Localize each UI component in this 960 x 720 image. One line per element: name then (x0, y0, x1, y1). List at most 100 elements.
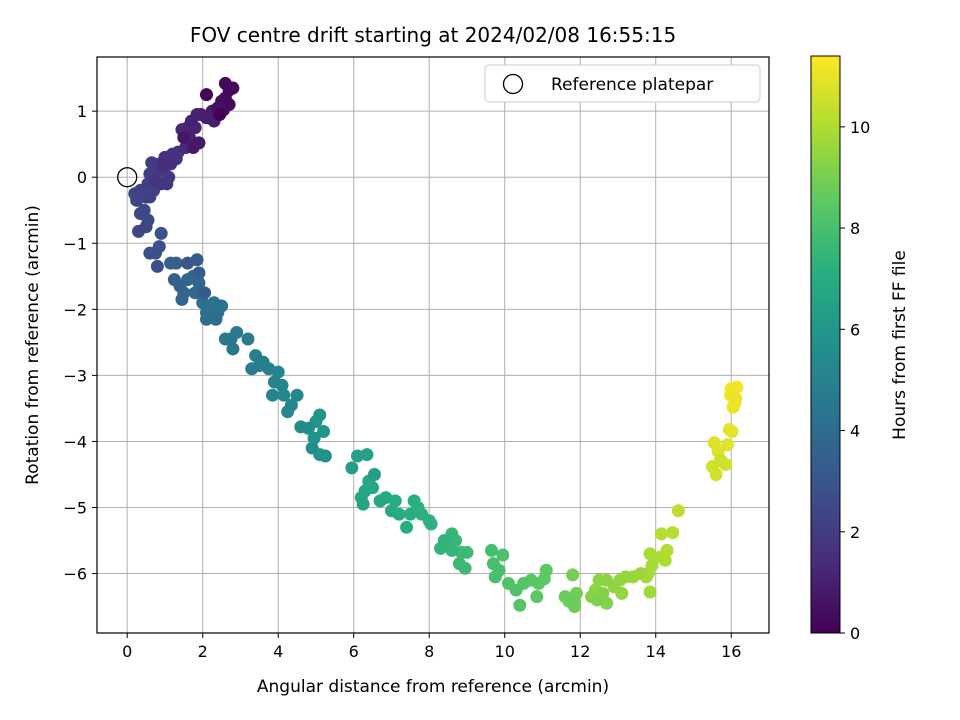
data-point (241, 332, 255, 346)
data-point (486, 557, 500, 571)
x-tick-label: 14 (646, 642, 666, 661)
data-point (666, 526, 680, 540)
data-point (350, 449, 364, 463)
legend: Reference platepar (484, 64, 761, 103)
data-point (407, 494, 421, 508)
colorbar-tick-label: 0 (850, 624, 860, 643)
data-point (290, 388, 304, 402)
colorbar-tick-label: 6 (850, 320, 860, 339)
data-point (150, 259, 164, 273)
y-tick-label: 0 (77, 168, 87, 187)
data-point (207, 296, 221, 310)
data-point (318, 449, 332, 463)
data-point (143, 246, 157, 260)
y-tick-label: −5 (63, 498, 87, 517)
data-point (177, 131, 191, 145)
data-point (175, 292, 189, 306)
y-tick-label: −4 (63, 432, 87, 451)
x-tick-label: 6 (349, 642, 359, 661)
x-tick-label: 12 (570, 642, 590, 661)
data-point (445, 543, 459, 557)
x-tick-label: 8 (424, 642, 434, 661)
data-point (496, 548, 510, 562)
data-point (403, 507, 417, 521)
data-point (218, 332, 232, 346)
data-point (452, 557, 466, 571)
gridlines (97, 57, 769, 633)
data-point (317, 425, 331, 439)
data-point (367, 467, 381, 481)
data-point (449, 534, 463, 548)
chart-title: FOV centre drift starting at 2024/02/08 … (190, 23, 676, 47)
data-point (199, 88, 213, 102)
data-point (437, 534, 451, 548)
data-point (513, 598, 527, 612)
y-tick-label: −2 (63, 300, 87, 319)
colorbar-tick-label: 4 (850, 422, 860, 441)
colorbar-tick-label: 10 (850, 118, 870, 137)
data-point (154, 226, 168, 240)
data-point (709, 467, 723, 481)
data-point (307, 431, 321, 445)
data-point (164, 256, 178, 270)
y-tick-label: −6 (63, 565, 87, 584)
data-point (181, 256, 195, 270)
data-point (400, 520, 414, 534)
data-point (654, 527, 668, 541)
data-point (305, 441, 319, 455)
data-point (592, 573, 606, 587)
y-tick-label: −3 (63, 366, 87, 385)
data-point (209, 312, 223, 326)
data-point (729, 392, 743, 406)
data-point (186, 140, 200, 154)
colorbar-tick-label: 2 (850, 523, 860, 542)
colorbar-ticks: 0 2 4 6 8 10 (840, 118, 870, 643)
data-point (568, 594, 582, 608)
x-axis-label: Angular distance from reference (arcmin) (257, 677, 609, 697)
y-tick-label: −1 (63, 234, 87, 253)
data-point (373, 494, 387, 508)
data-point (199, 312, 213, 326)
data-point (488, 570, 502, 584)
colorbar-tick-label: 8 (850, 219, 860, 238)
data-point (720, 438, 734, 452)
data-points (128, 76, 744, 614)
colorbar-gradient (810, 55, 841, 634)
data-point (643, 585, 657, 599)
data-point (249, 349, 263, 363)
x-tick-label: 4 (273, 642, 283, 661)
x-tick-label: 2 (198, 642, 208, 661)
data-point (281, 405, 295, 419)
colorbar: 0 2 4 6 8 10 Hours from first FF file (810, 55, 910, 643)
data-point (590, 593, 604, 607)
data-point (384, 504, 398, 518)
data-point (485, 543, 499, 557)
data-point (502, 576, 516, 590)
x-tick-label: 10 (495, 642, 515, 661)
x-tick-label: 16 (721, 642, 741, 661)
colorbar-label: Hours from first FF file (890, 250, 910, 440)
data-point (266, 388, 280, 402)
y-axis-label: Rotation from reference (arcmin) (23, 205, 43, 485)
y-tick-label: 1 (77, 102, 87, 121)
data-point (643, 547, 657, 561)
data-point (160, 177, 174, 191)
data-point (198, 286, 212, 300)
data-point (294, 420, 308, 434)
data-point (167, 273, 181, 287)
data-point (132, 224, 146, 238)
plot-frame (96, 56, 770, 634)
legend-label: Reference platepar (551, 75, 713, 95)
data-point (149, 174, 163, 188)
data-point (356, 497, 370, 511)
x-axis-ticks: 0 2 4 6 8 10 12 14 16 (122, 633, 741, 661)
data-point (156, 158, 170, 172)
y-axis-ticks: 1 0 −1 −2 −3 −4 −5 −6 (63, 102, 97, 584)
data-point (277, 388, 291, 402)
data-point (192, 266, 206, 280)
x-tick-label: 0 (122, 642, 132, 661)
data-point (345, 461, 359, 475)
data-point (226, 342, 240, 356)
reference-platepar-marker (117, 167, 138, 188)
legend-open-circle-marker (502, 73, 524, 95)
